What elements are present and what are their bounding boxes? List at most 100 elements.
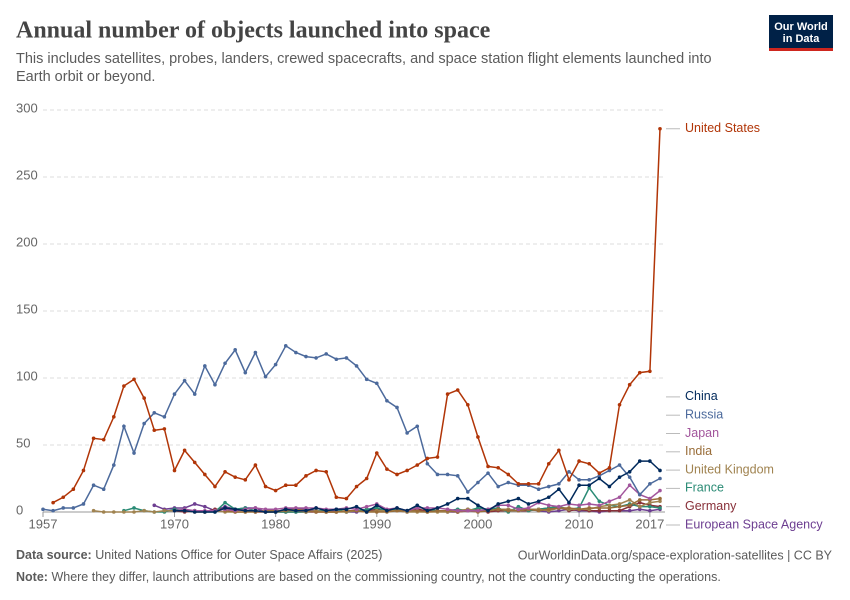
point bbox=[152, 503, 157, 508]
point bbox=[192, 502, 197, 506]
point bbox=[415, 506, 420, 510]
point bbox=[253, 508, 258, 513]
point bbox=[203, 364, 207, 368]
point bbox=[344, 356, 349, 360]
point bbox=[506, 503, 511, 508]
point bbox=[557, 487, 561, 492]
point bbox=[597, 499, 602, 504]
point bbox=[273, 510, 278, 514]
point bbox=[486, 508, 490, 513]
point bbox=[81, 468, 86, 473]
legend-label: India bbox=[685, 444, 712, 458]
x-tick-label: 2017 bbox=[635, 516, 664, 531]
point bbox=[112, 463, 116, 467]
legend-label: Japan bbox=[685, 426, 719, 440]
point bbox=[476, 435, 480, 439]
point bbox=[304, 508, 308, 513]
point bbox=[587, 506, 591, 510]
point bbox=[496, 465, 500, 470]
point bbox=[607, 468, 612, 473]
point bbox=[627, 503, 632, 508]
point bbox=[627, 475, 632, 479]
point bbox=[405, 468, 409, 473]
point bbox=[405, 431, 409, 435]
point bbox=[425, 461, 430, 466]
point bbox=[617, 504, 622, 509]
point bbox=[546, 495, 551, 500]
point bbox=[101, 437, 106, 442]
point bbox=[637, 459, 642, 463]
point bbox=[476, 506, 480, 510]
point bbox=[374, 451, 379, 455]
point bbox=[263, 374, 268, 379]
point bbox=[253, 463, 258, 467]
point bbox=[587, 478, 591, 482]
point bbox=[314, 356, 318, 360]
point bbox=[304, 354, 308, 359]
point bbox=[415, 424, 420, 429]
point bbox=[334, 357, 339, 362]
point bbox=[425, 506, 430, 510]
point bbox=[263, 484, 268, 489]
point bbox=[658, 476, 662, 481]
point bbox=[607, 484, 612, 489]
point bbox=[182, 378, 187, 383]
point bbox=[607, 499, 612, 504]
point bbox=[61, 506, 66, 510]
point bbox=[536, 499, 541, 504]
point bbox=[223, 506, 227, 510]
point bbox=[61, 495, 66, 500]
point bbox=[546, 507, 551, 512]
point bbox=[445, 502, 450, 506]
point bbox=[486, 464, 490, 469]
point bbox=[526, 482, 531, 486]
point bbox=[273, 507, 278, 512]
point bbox=[101, 487, 106, 492]
point bbox=[516, 482, 521, 486]
point bbox=[253, 506, 258, 510]
point bbox=[395, 508, 399, 513]
point bbox=[658, 506, 662, 510]
point bbox=[658, 468, 662, 473]
point bbox=[415, 503, 420, 508]
legend-label: United Kingdom bbox=[685, 462, 774, 476]
point bbox=[648, 504, 652, 509]
point bbox=[516, 496, 521, 501]
chart-title: Annual number of objects launched into s… bbox=[16, 18, 491, 44]
point bbox=[324, 508, 329, 513]
point bbox=[567, 470, 571, 474]
point bbox=[506, 480, 511, 485]
note-label: Note: bbox=[16, 570, 48, 584]
source-url: OurWorldinData.org/space-exploration-sat… bbox=[518, 548, 833, 562]
point bbox=[637, 507, 642, 512]
y-tick-label: 300 bbox=[16, 100, 38, 115]
point bbox=[617, 403, 622, 407]
point bbox=[213, 382, 217, 387]
point bbox=[223, 500, 227, 505]
point bbox=[536, 482, 541, 486]
point bbox=[415, 463, 420, 467]
point bbox=[648, 508, 652, 513]
point bbox=[658, 126, 662, 131]
point bbox=[496, 507, 500, 512]
point bbox=[597, 506, 602, 510]
point bbox=[41, 507, 45, 512]
point bbox=[112, 510, 116, 514]
x-tick-label: 1980 bbox=[261, 516, 290, 531]
point bbox=[587, 502, 591, 506]
y-tick-label: 150 bbox=[16, 301, 38, 316]
point bbox=[203, 504, 207, 509]
series-line bbox=[42, 344, 661, 512]
point bbox=[577, 478, 581, 482]
legend-label: Russia bbox=[685, 407, 723, 421]
point bbox=[374, 506, 379, 510]
point bbox=[445, 472, 450, 477]
point bbox=[385, 398, 389, 403]
point bbox=[152, 510, 157, 514]
point bbox=[536, 508, 541, 513]
point bbox=[344, 507, 349, 512]
point bbox=[445, 392, 450, 396]
point bbox=[213, 510, 217, 514]
point bbox=[182, 448, 187, 453]
point bbox=[637, 498, 642, 502]
